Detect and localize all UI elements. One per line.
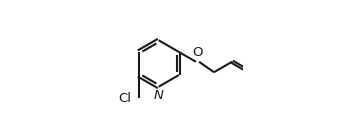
Text: N: N bbox=[154, 89, 163, 102]
Text: O: O bbox=[193, 46, 203, 59]
Text: Cl: Cl bbox=[118, 92, 131, 105]
